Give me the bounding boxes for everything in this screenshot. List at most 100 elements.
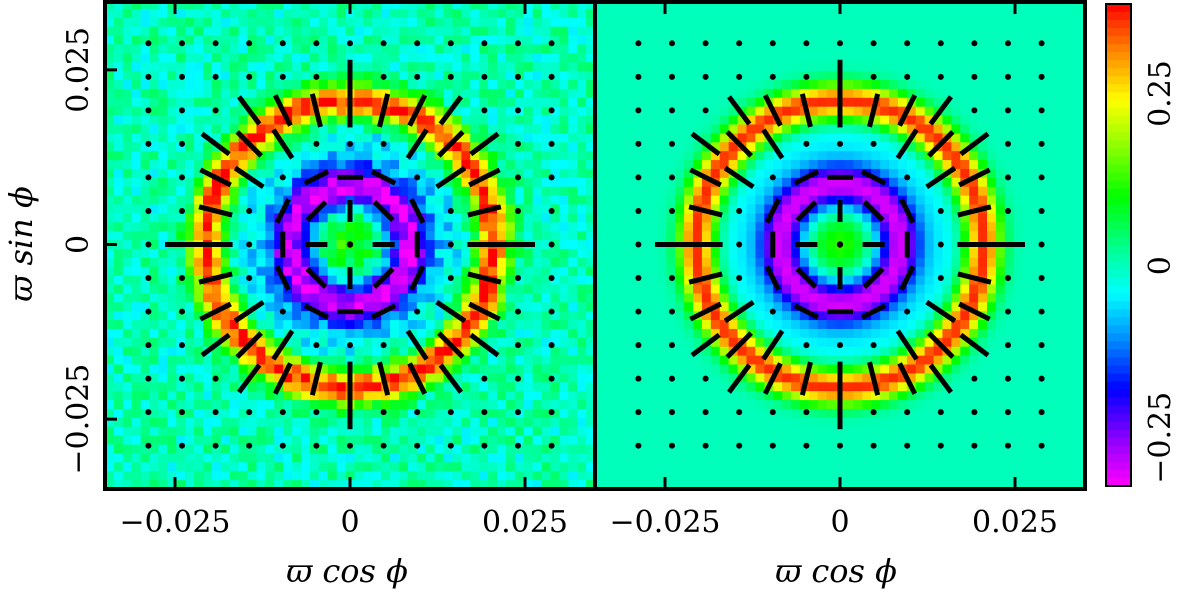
heatmap-cell — [416, 426, 427, 437]
heatmap-cell — [211, 346, 222, 357]
heatmap-cell — [1076, 168, 1086, 179]
heatmap-cell — [924, 133, 935, 143]
heatmap-cell — [345, 426, 356, 437]
heatmap-cell — [247, 151, 258, 161]
heatmap-cell — [301, 106, 311, 117]
heatmap-cell — [390, 97, 400, 108]
heatmap-cell — [532, 115, 543, 126]
heatmap-cell — [274, 257, 284, 268]
heatmap-cell — [684, 177, 694, 188]
heatmap-cell — [978, 35, 988, 46]
heatmap-cell — [924, 231, 935, 241]
heatmap-cell — [550, 302, 560, 312]
heatmap-cell — [185, 115, 195, 126]
heatmap-cell — [880, 80, 890, 90]
heatmap-cell — [586, 302, 596, 312]
heatmap-cell — [505, 222, 516, 232]
heatmap-cell — [541, 417, 552, 428]
heatmap-cell — [701, 26, 712, 37]
heatmap-cell — [488, 417, 498, 428]
heatmap-cell — [942, 177, 952, 188]
heatmap-cell — [452, 248, 462, 259]
heatmap-cell — [568, 53, 578, 63]
heatmap-cell — [158, 213, 168, 223]
heatmap-cell — [559, 0, 569, 10]
heatmap-cell — [283, 53, 293, 63]
heatmap-cell — [140, 426, 151, 437]
heatmap-cell — [488, 44, 498, 54]
heatmap-cell — [354, 320, 364, 330]
heatmap-cell — [363, 204, 373, 214]
heatmap-cell — [799, 151, 810, 161]
heatmap-cell — [826, 80, 837, 90]
heatmap-cell — [906, 204, 917, 214]
heatmap-cell — [960, 80, 970, 90]
heatmap-cell — [470, 364, 480, 375]
heatmap-cell — [149, 311, 160, 321]
heatmap-cell — [256, 168, 266, 179]
heatmap-cell — [363, 151, 373, 161]
heatmap-cell — [203, 417, 213, 428]
heatmap-cell — [318, 71, 329, 81]
heatmap-cell — [113, 106, 124, 117]
heatmap-cell — [773, 266, 783, 277]
heatmap-cell — [701, 151, 712, 161]
heatmap-cell — [425, 115, 436, 126]
heatmap-cell — [782, 186, 792, 197]
heatmap-cell — [577, 328, 587, 339]
heatmap-cell — [995, 151, 1006, 161]
heatmap-cell — [105, 302, 115, 312]
heatmap-cell — [710, 168, 721, 179]
heatmap-cell — [657, 204, 667, 214]
heatmap-cell — [416, 417, 427, 428]
heatmap-cell — [167, 71, 177, 81]
y-tick-label: 0.025 — [61, 27, 96, 113]
heatmap-cell — [407, 266, 418, 277]
heatmap-cell — [1022, 17, 1033, 28]
heatmap-cell — [140, 311, 151, 321]
heatmap-cell — [247, 444, 258, 455]
heatmap-cell — [461, 231, 471, 241]
heatmap-cell — [158, 471, 168, 481]
heatmap-cell — [167, 44, 177, 54]
heatmap-cell — [238, 195, 249, 206]
heatmap-cell — [381, 35, 391, 46]
heatmap-cell — [479, 97, 489, 108]
heatmap-cell — [541, 453, 552, 463]
heatmap-cell — [301, 88, 311, 99]
heatmap-cell — [336, 462, 347, 472]
heatmap-cell — [158, 240, 168, 250]
heatmap-cell — [416, 275, 427, 286]
heatmap-cell — [1067, 248, 1077, 259]
heatmap-cell — [220, 53, 231, 63]
heatmap-cell — [648, 0, 658, 10]
heatmap-cell — [122, 71, 133, 81]
heatmap-cell — [764, 186, 774, 197]
heatmap-cell — [105, 284, 115, 294]
heatmap-cell — [390, 471, 400, 481]
heatmap-cell — [1022, 62, 1033, 72]
heatmap-cell — [318, 293, 329, 303]
heatmap-cell — [577, 391, 587, 401]
heatmap-cell — [452, 88, 462, 99]
heatmap-cell — [835, 35, 846, 46]
heatmap-cell — [390, 222, 400, 232]
heatmap-cell — [336, 382, 347, 392]
heatmap-cell — [407, 471, 418, 481]
heatmap-cell — [131, 337, 142, 348]
heatmap-cell — [559, 195, 569, 206]
heatmap-cell — [568, 213, 578, 223]
overlay-stick — [309, 361, 323, 396]
heatmap-cell — [897, 204, 908, 214]
heatmap-cell — [746, 248, 756, 259]
heatmap-cell — [425, 426, 436, 437]
heatmap-cell — [122, 8, 133, 19]
heatmap-cell — [105, 248, 115, 259]
heatmap-cell — [211, 168, 222, 179]
heatmap-cell — [603, 26, 614, 37]
heatmap-cell — [399, 222, 409, 232]
heatmap-cell — [532, 355, 543, 366]
heatmap-cell — [211, 400, 222, 410]
heatmap-cell — [488, 142, 498, 152]
heatmap-cell — [301, 391, 311, 401]
